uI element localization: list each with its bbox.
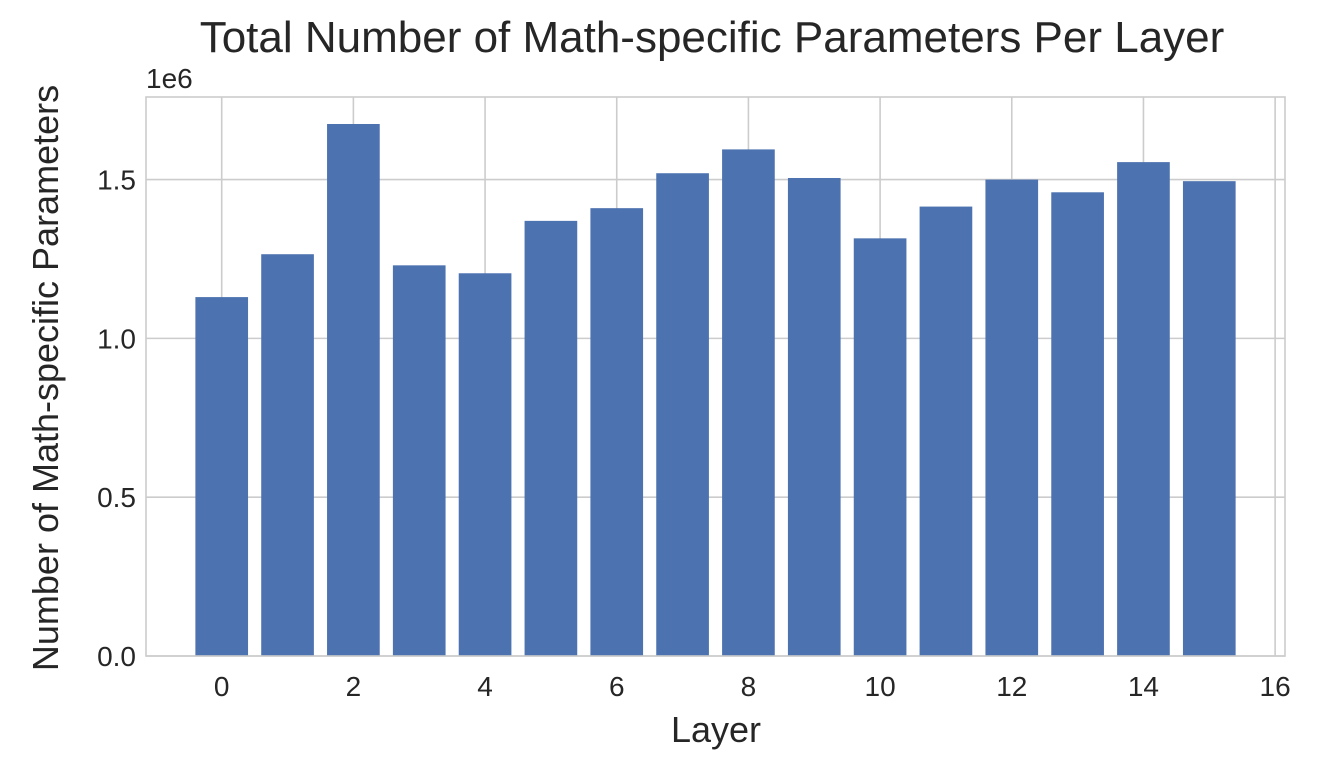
bar-layer-15 bbox=[1182, 181, 1236, 657]
y-tick-label: 0.0 bbox=[97, 641, 136, 672]
plot-border bbox=[145, 96, 1286, 657]
y-tick-labels: 0.0 0.5 1.0 1.5 bbox=[97, 165, 136, 672]
x-tick-label: 0 bbox=[214, 671, 230, 702]
grid-layer bbox=[146, 97, 1285, 657]
y-tick-label: 1.0 bbox=[97, 323, 136, 354]
bars-layer bbox=[195, 123, 1236, 657]
bar-layer-2 bbox=[327, 123, 380, 656]
x-tick-label: 14 bbox=[1128, 671, 1159, 702]
bar-layer-3 bbox=[392, 265, 446, 656]
plot-frame bbox=[145, 96, 1286, 657]
x-axis-label: Layer bbox=[671, 709, 761, 750]
x-tick-label: 10 bbox=[865, 671, 896, 702]
bar-layer-4 bbox=[458, 273, 512, 656]
chart-title: Total Number of Math-specific Parameters… bbox=[200, 13, 1225, 62]
x-tick-labels: 0 2 4 6 8 10 12 14 16 bbox=[214, 671, 1291, 702]
bar-layer-8 bbox=[722, 149, 775, 656]
bar-layer-1 bbox=[261, 254, 314, 656]
y-axis-offset-label: 1e6 bbox=[146, 63, 193, 94]
bar-layer-5 bbox=[524, 220, 578, 656]
x-tick-label: 12 bbox=[996, 671, 1027, 702]
x-tick-label: 16 bbox=[1260, 671, 1291, 702]
bar-layer-14 bbox=[1117, 162, 1170, 657]
bar-layer-6 bbox=[590, 208, 644, 656]
bar-layer-10 bbox=[853, 238, 907, 656]
x-tick-label: 6 bbox=[609, 671, 625, 702]
bar-layer-0 bbox=[195, 297, 249, 656]
x-tick-label: 4 bbox=[477, 671, 493, 702]
x-tick-label: 2 bbox=[346, 671, 362, 702]
y-tick-label: 1.5 bbox=[97, 165, 136, 196]
y-axis-label: Number of Math-specific Parameters bbox=[25, 85, 66, 671]
bar-layer-11 bbox=[919, 206, 973, 656]
bar-layer-13 bbox=[1051, 192, 1104, 656]
y-tick-label: 0.5 bbox=[97, 482, 136, 513]
x-tick-label: 8 bbox=[741, 671, 757, 702]
bar-layer-7 bbox=[656, 173, 709, 656]
bar-layer-12 bbox=[985, 179, 1039, 657]
bar-layer-9 bbox=[787, 177, 841, 657]
